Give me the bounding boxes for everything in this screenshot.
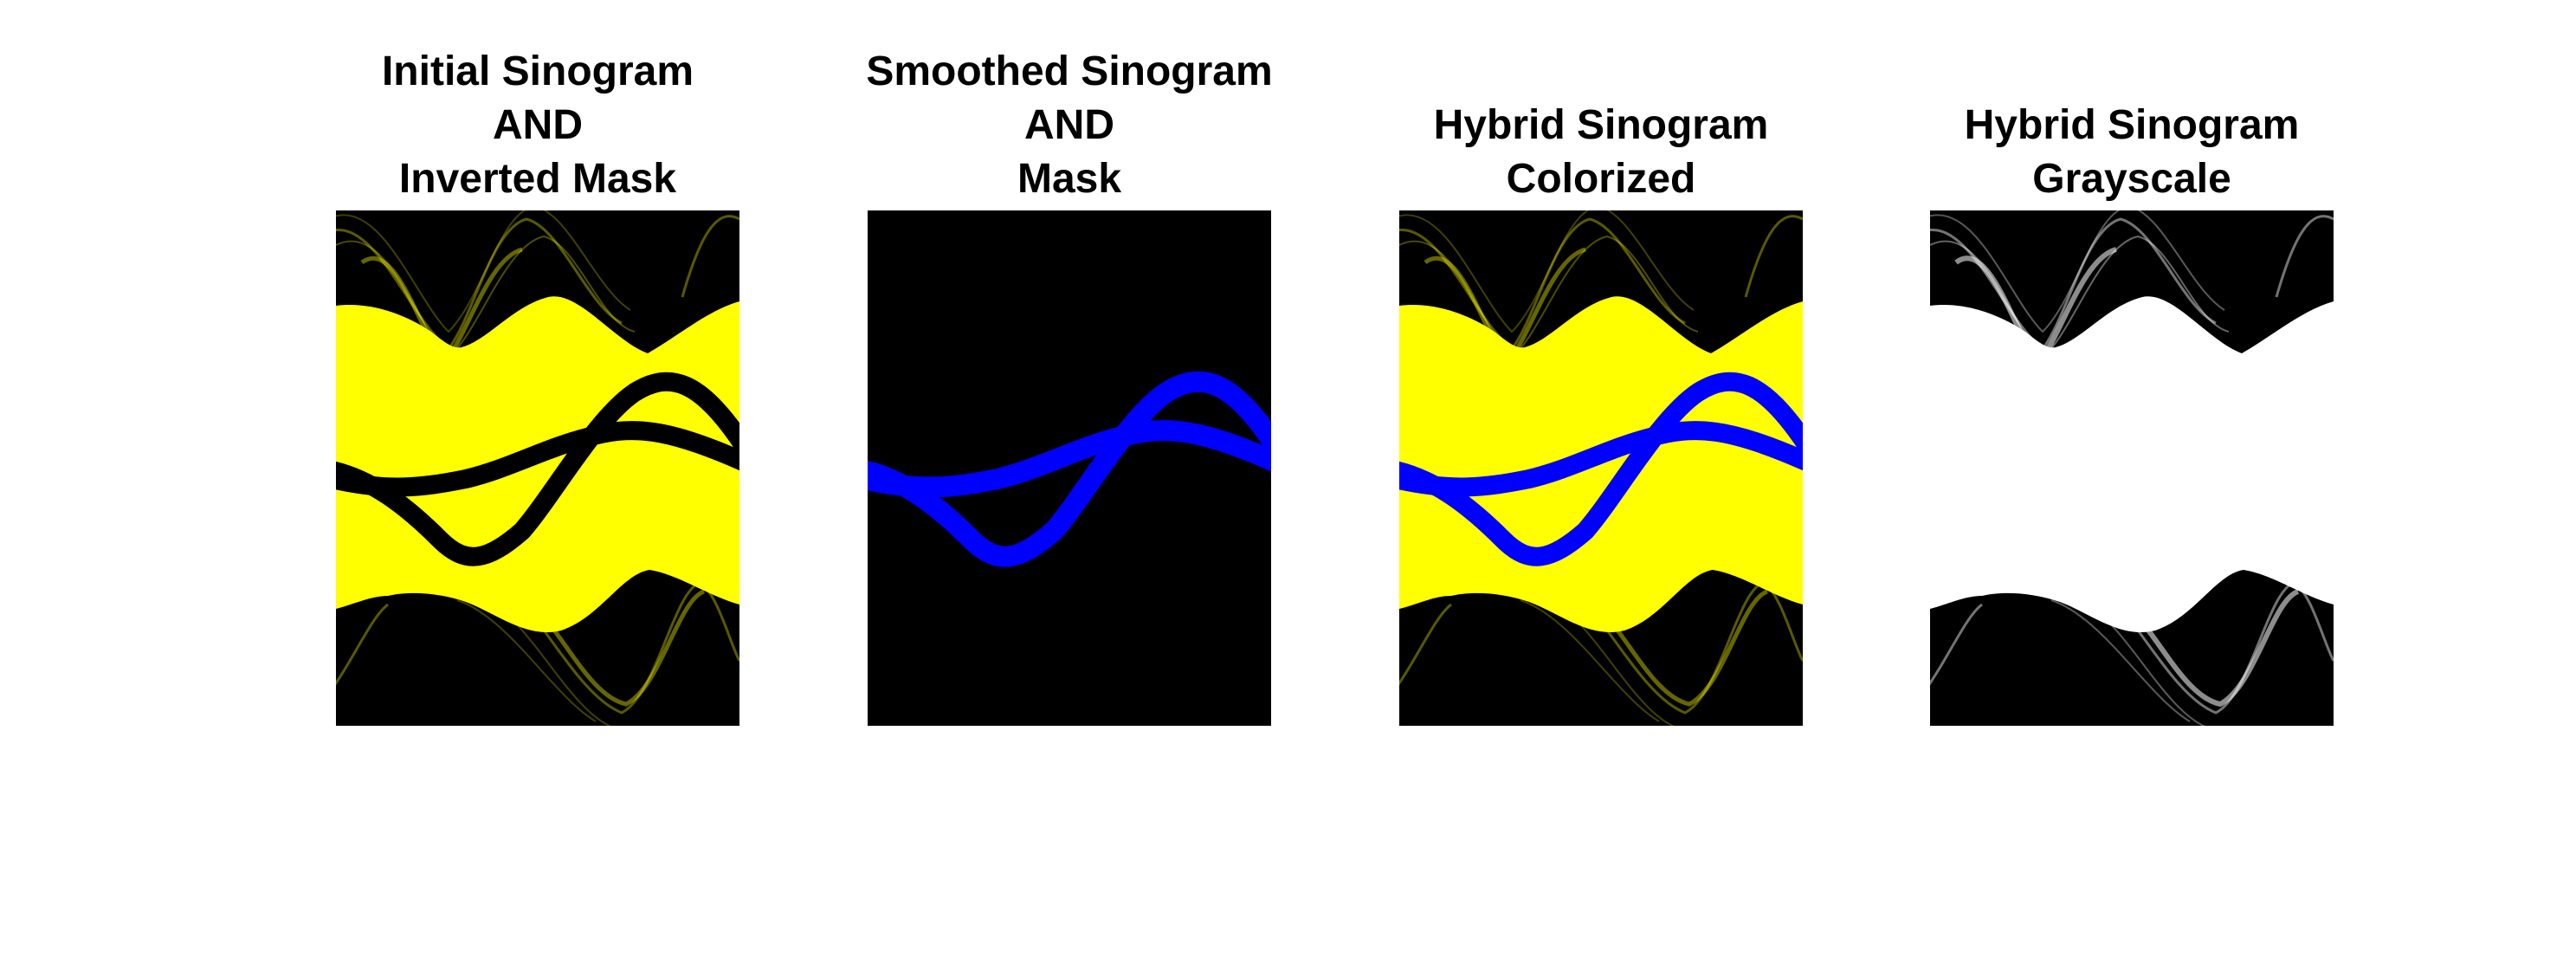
title-line: Grayscale — [2032, 156, 2231, 202]
hybrid-grayscale-image — [1930, 210, 2334, 726]
title-line: Hybrid Sinogram — [1964, 102, 2300, 148]
title-line: Smoothed Sinogram — [866, 48, 1273, 94]
title-line: Hybrid Sinogram — [1433, 102, 1769, 148]
title-line: Mask — [1017, 156, 1122, 202]
title-line: Initial Sinogram — [381, 48, 694, 94]
hybrid-colorized-image — [1399, 210, 1803, 726]
title-line: AND — [1024, 102, 1114, 148]
title-line: AND — [493, 102, 583, 148]
title-line: Inverted Mask — [398, 156, 677, 202]
sinogram-inverted-mask-image — [336, 210, 739, 726]
panel-title: Hybrid Sinogram Grayscale — [1843, 99, 2420, 206]
panel-title: Smoothed Sinogram AND Mask — [781, 45, 1358, 206]
panel-title: Initial Sinogram AND Inverted Mask — [249, 45, 826, 206]
panel-title: Hybrid Sinogram Colorized — [1313, 99, 1889, 206]
title-line: Colorized — [1506, 156, 1696, 202]
mask-image — [868, 210, 1271, 726]
